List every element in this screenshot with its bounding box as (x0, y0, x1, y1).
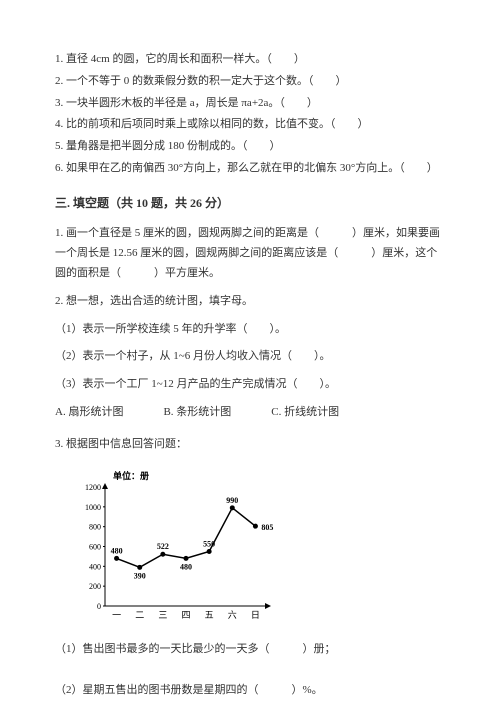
option-b: B. 条形统计图 (163, 403, 231, 423)
options-row: A. 扇形统计图 B. 条形统计图 C. 折线统计图 (55, 403, 445, 423)
svg-text:480: 480 (111, 546, 123, 555)
svg-text:1200: 1200 (85, 483, 101, 492)
fill-question-2-intro: 2. 想一想，选出合适的统计图，填字母。 (55, 292, 445, 312)
fill-question-2-1: （1）表示一所学校连续 5 年的升学率（ ）。 (55, 320, 445, 340)
fill-question-3-intro: 3. 根据图中信息回答问题： (55, 435, 445, 455)
question-5: 5. 量角器是把半圆分成 180 份制成的。（ ） (55, 137, 445, 157)
svg-text:800: 800 (89, 522, 101, 531)
question-3: 3. 一块半圆形木板的半径是 a，周长是 πa+2a。（ ） (55, 94, 445, 114)
svg-text:日: 日 (251, 610, 260, 620)
question-6: 6. 如果甲在乙的南偏西 30°方向上，那么乙就在甲的北偏东 30°方向上。（ … (55, 159, 445, 179)
option-a: A. 扇形统计图 (55, 403, 123, 423)
fill-question-1: 1. 画一个直径是 5 厘米的圆，圆规两脚之间的距离是（ ）厘米，如果要画一个周… (55, 224, 445, 283)
svg-text:四: 四 (181, 610, 190, 620)
question-1: 1. 直径 4cm 的圆，它的周长和面积一样大。（ ） (55, 50, 445, 70)
svg-text:805: 805 (261, 523, 273, 532)
svg-text:522: 522 (157, 542, 169, 551)
svg-text:1000: 1000 (85, 502, 101, 511)
fill-question-2-2: （2）表示一个村子，从 1~6 月份人均收入情况（ ）。 (55, 347, 445, 367)
section-3-title: 三. 填空题（共 10 题，共 26 分） (55, 193, 445, 215)
fill-question-3-2: （2）星期五售出的图书册数是星期四的（ ）%。 (55, 681, 445, 701)
judgement-questions: 1. 直径 4cm 的圆，它的周长和面积一样大。（ ） 2. 一个不等于 0 的… (55, 50, 445, 179)
svg-text:一: 一 (112, 610, 121, 620)
svg-text:390: 390 (134, 571, 146, 580)
chart-svg: 单位：册 0 200 400 600 800 1000 1200 一 二 三 四 五 六 日 480 390 52… (75, 469, 275, 624)
svg-text:400: 400 (89, 562, 101, 571)
svg-text:二: 二 (135, 610, 144, 620)
svg-text:六: 六 (228, 609, 237, 620)
svg-text:0: 0 (97, 602, 101, 611)
svg-text:600: 600 (89, 542, 101, 551)
question-2: 2. 一个不等于 0 的数乘假分数的积一定大于这个数。（ ） (55, 72, 445, 92)
svg-text:200: 200 (89, 582, 101, 591)
svg-text:五: 五 (205, 610, 214, 620)
svg-text:990: 990 (226, 495, 238, 504)
line-chart: 单位：册 0 200 400 600 800 1000 1200 一 二 三 四 五 六 日 480 390 52… (75, 469, 275, 624)
svg-text:550: 550 (203, 539, 215, 548)
svg-text:单位：册: 单位：册 (113, 470, 149, 481)
fill-question-2-3: （3）表示一个工厂 1~12 月产品的生产完成情况（ ）。 (55, 375, 445, 395)
question-4: 4. 比的前项和后项同时乘上或除以相同的数，比值不变。（ ） (55, 115, 445, 135)
svg-text:三: 三 (158, 610, 167, 620)
svg-text:480: 480 (180, 562, 192, 571)
fill-question-3-1: （1）售出图书最多的一天比最少的一天多（ ）册； (55, 640, 445, 660)
option-c: C. 折线统计图 (271, 403, 339, 423)
